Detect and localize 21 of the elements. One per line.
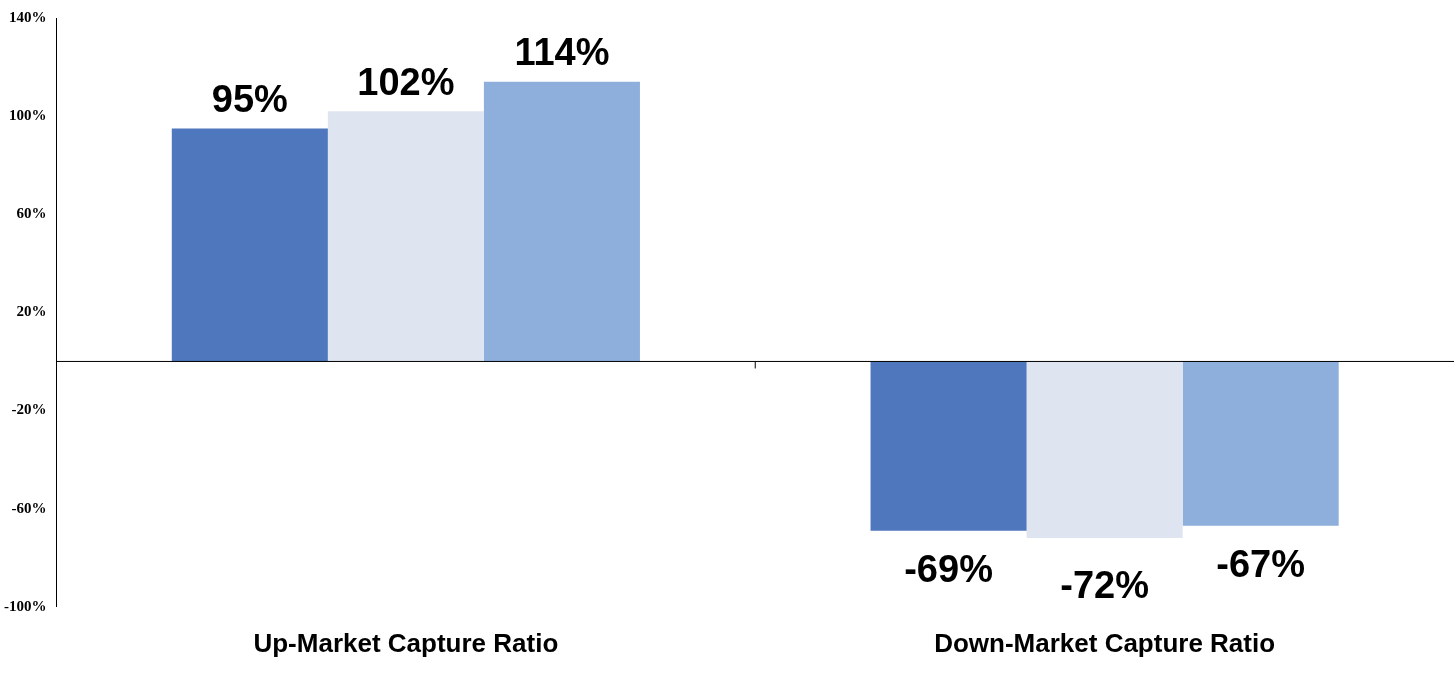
data-label: -72% [1060,563,1149,606]
y-tick-label: -60% [11,499,47,516]
bar [327,111,484,362]
x-tick-label: Down-Market Capture Ratio [934,627,1276,658]
y-tick-label: -100% [4,597,47,614]
data-label: 114% [514,31,610,74]
bar [1182,361,1339,526]
data-label: 102% [357,60,455,103]
bar [483,81,640,362]
bar [1026,361,1183,539]
data-label: 95% [211,77,288,120]
y-tick-label: 140% [9,8,47,25]
bar [870,361,1027,531]
y-tick-label: -20% [11,401,47,418]
y-tick-label: 60% [16,205,47,222]
data-label: -69% [904,548,993,591]
x-tick-label: Up-Market Capture Ratio [253,627,559,658]
y-tick-label: 100% [9,107,47,124]
bar [171,128,328,362]
y-tick-label: 20% [16,303,47,320]
data-label: -67% [1216,543,1306,586]
